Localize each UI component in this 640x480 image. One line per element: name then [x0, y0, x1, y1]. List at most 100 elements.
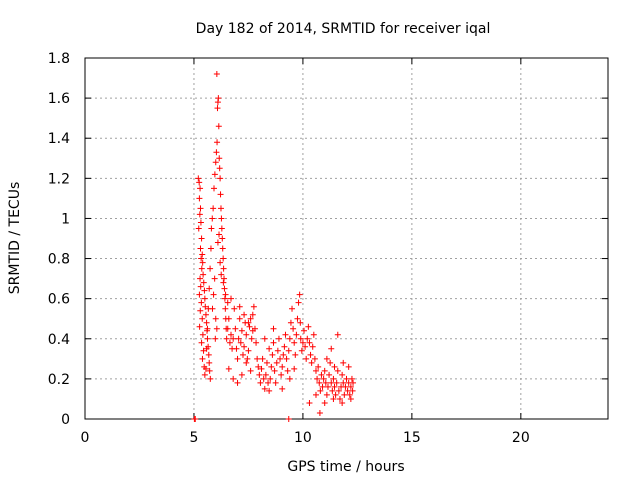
data-point: [199, 259, 206, 266]
data-point: [266, 345, 273, 352]
data-point: [214, 139, 221, 146]
data-point: [224, 299, 231, 306]
data-point: [230, 335, 237, 342]
data-point: [197, 219, 204, 226]
data-point: [256, 371, 263, 378]
data-point: [323, 355, 330, 362]
data-point: [196, 179, 203, 186]
data-point: [220, 279, 227, 286]
data-point: [218, 271, 225, 278]
data-point: [206, 285, 213, 292]
data-point: [192, 416, 199, 422]
data-point: [290, 325, 297, 332]
data-point: [214, 239, 221, 246]
data-point: [279, 363, 286, 370]
data-point: [296, 291, 303, 298]
data-point: [228, 331, 235, 338]
data-point: [333, 379, 340, 386]
data-point: [215, 123, 222, 130]
data-point: [228, 295, 235, 302]
data-point: [331, 383, 338, 390]
data-point: [316, 409, 323, 416]
data-point: [270, 325, 277, 332]
data-point: [196, 211, 203, 218]
data-point: [331, 363, 338, 370]
x-tick-label: 0: [81, 430, 90, 446]
data-point: [270, 339, 277, 346]
data-point: [204, 325, 211, 332]
data-point: [320, 375, 327, 382]
data-point: [312, 367, 319, 374]
data-point: [284, 367, 291, 374]
x-tick-label: 20: [512, 430, 530, 446]
data-point: [205, 351, 212, 358]
data-point: [224, 325, 231, 332]
data-point: [261, 385, 268, 392]
data-point: [195, 225, 202, 232]
data-point: [312, 391, 319, 398]
data-point: [222, 305, 229, 312]
data-point: [250, 303, 257, 310]
data-point: [321, 399, 328, 406]
data-point: [226, 339, 233, 346]
data-point: [305, 323, 312, 330]
data-point: [324, 383, 331, 390]
data-point: [336, 395, 343, 402]
y-tick-label: 1.6: [48, 91, 70, 107]
data-point: [199, 315, 206, 322]
data-point: [197, 245, 204, 252]
data-point: [201, 295, 208, 302]
y-tick-label: 0.2: [48, 372, 70, 388]
data-point: [236, 303, 243, 310]
data-point: [199, 331, 206, 338]
data-point: [292, 351, 299, 358]
grid-lines: [85, 58, 608, 419]
data-point: [207, 375, 214, 382]
data-point: [306, 339, 313, 346]
data-point: [285, 416, 292, 422]
data-point: [328, 379, 335, 386]
y-tick-label: 1.4: [48, 131, 70, 147]
data-point: [208, 225, 215, 232]
data-point: [289, 305, 296, 312]
y-tick-label: 1: [61, 211, 70, 227]
data-point: [318, 371, 325, 378]
data-point: [196, 323, 203, 330]
data-point: [267, 375, 274, 382]
data-point: [234, 379, 241, 386]
data-point: [335, 387, 342, 394]
data-point: [213, 325, 220, 332]
data-point: [350, 379, 357, 386]
data-point: [221, 285, 228, 292]
data-point: [339, 371, 346, 378]
data-point: [285, 347, 292, 354]
data-point: [260, 375, 267, 382]
data-point: [287, 319, 294, 326]
data-point: [248, 335, 255, 342]
data-point: [246, 323, 253, 330]
data-point: [201, 287, 208, 294]
data-point: [280, 351, 287, 358]
data-point: [272, 379, 279, 386]
data-point: [223, 335, 230, 342]
data-point: [239, 351, 246, 358]
data-point: [202, 311, 209, 318]
data-point: [216, 231, 223, 238]
data-point: [273, 359, 280, 366]
data-point: [345, 363, 352, 370]
data-point: [277, 355, 284, 362]
data-point: [209, 305, 216, 312]
data-point: [200, 271, 207, 278]
data-point: [347, 383, 354, 390]
data-point: [200, 347, 207, 354]
data-point: [216, 155, 223, 162]
data-point: [221, 295, 228, 302]
data-point: [212, 159, 219, 166]
data-point: [274, 347, 281, 354]
data-point: [209, 215, 216, 222]
data-point: [322, 379, 329, 386]
data-point: [238, 371, 245, 378]
data-point: [216, 165, 223, 172]
data-point: [197, 283, 204, 290]
data-point: [329, 387, 336, 394]
